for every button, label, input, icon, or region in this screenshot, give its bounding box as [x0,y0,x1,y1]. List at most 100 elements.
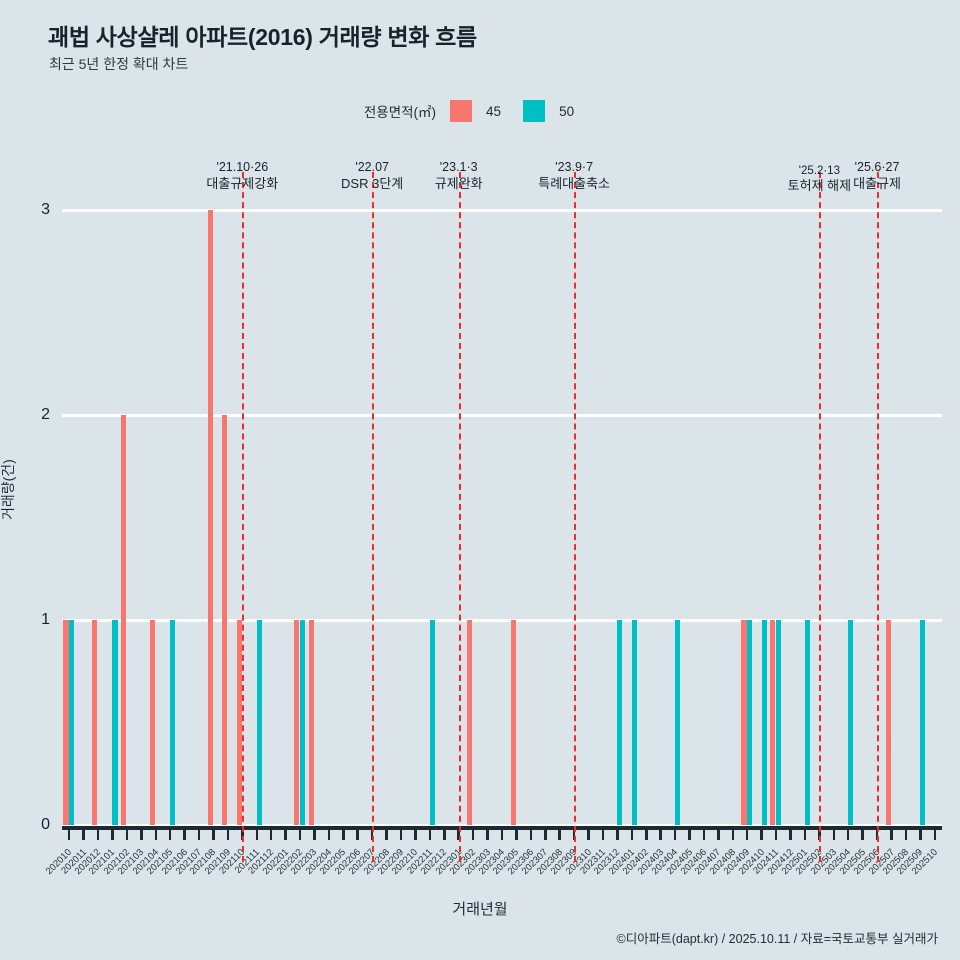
event-annotation: '25.6·27 대출규제 [853,160,901,193]
legend-swatch-50 [523,100,546,122]
x-tick [904,826,908,840]
bar[interactable] [69,620,75,825]
bar[interactable] [747,620,753,825]
x-tick [327,826,331,840]
bar[interactable] [510,620,516,825]
event-annotation-date: '22.07 [355,160,389,174]
x-tick [168,826,172,840]
bar[interactable] [300,620,306,825]
event-annotation: '23.1·3 규제완화 [435,160,483,193]
x-tick [414,826,417,840]
x-tick [486,826,489,840]
bar[interactable] [207,210,213,825]
x-tick [428,826,432,840]
event-annotation-date: '23.9·7 [555,160,594,174]
bar[interactable] [467,620,473,825]
x-tick [82,826,85,840]
bar[interactable] [770,620,776,825]
gridline-3 [62,208,942,212]
x-tick [731,826,735,840]
y-axis-title: 거래량(건) [0,459,16,520]
event-annotation-date: '25.2·13 [798,165,840,177]
bar[interactable] [63,620,69,825]
gridline-1 [62,618,942,622]
event-annotation-date: '21.10·26 [216,160,269,174]
event-annotation-date: '23.1·3 [439,160,478,174]
bar[interactable] [920,620,926,825]
x-tick [616,826,619,840]
x-tick [745,826,749,840]
event-marker-line [458,172,461,862]
x-tick [96,826,100,840]
bar[interactable] [804,620,811,825]
bar[interactable] [112,620,118,825]
x-tick [933,826,937,840]
bar[interactable] [236,620,242,825]
legend-swatch-45 [450,100,473,122]
x-tick [443,826,446,840]
legend-label-50: 50 [559,103,575,119]
x-tick [789,826,792,840]
x-tick [601,826,605,840]
x-tick [919,826,922,840]
bar[interactable] [885,620,891,825]
x-tick [500,826,504,840]
bar[interactable] [294,620,300,825]
bar[interactable] [617,620,623,825]
x-tick [67,826,71,840]
chart-legend: 전용면적(㎡) 45 50 [0,100,960,122]
bar[interactable] [121,415,127,825]
x-tick [298,826,302,840]
event-annotation: '25.2·13 토허제 해제 [788,164,851,195]
bar[interactable] [741,620,747,825]
x-tick [313,826,316,840]
x-tick [241,826,244,840]
x-tick [774,826,778,840]
bar[interactable] [256,620,262,825]
bar[interactable] [429,620,435,825]
event-annotation-text: 특례대출축소 [538,175,611,191]
x-tick [890,826,893,840]
bar[interactable] [631,620,637,825]
x-tick [284,826,287,840]
bar[interactable] [150,620,156,825]
x-tick [269,826,273,840]
x-tick [702,826,706,840]
bar[interactable] [170,620,176,825]
event-annotation-date: '25.6·27 [854,160,900,174]
x-tick [803,826,807,840]
bar[interactable] [776,620,782,825]
x-tick [111,826,114,840]
y-tick-label-0: 0 [41,816,50,833]
x-tick [212,826,215,840]
event-marker-line [242,172,245,862]
legend-item-50[interactable]: 50 [523,100,574,122]
bar[interactable] [761,620,767,825]
x-tick [587,826,590,840]
legend-item-45[interactable]: 45 [450,100,501,122]
y-tick-label-2: 2 [41,406,50,423]
x-axis-title: 거래년월 [452,901,508,918]
x-tick [688,826,691,840]
y-axis-tick-labels: 0 1 2 3 [0,201,62,833]
x-tick [846,826,850,840]
bar[interactable] [675,620,681,825]
x-tick [832,826,836,840]
x-tick [558,826,561,840]
bar[interactable] [92,620,98,825]
event-marker-line [574,172,577,862]
gridline-2 [62,413,942,417]
event-marker-line [819,172,822,862]
y-tick-label-3: 3 [41,201,50,218]
event-annotation-text: DSR 3단계 [341,175,404,191]
x-tick [630,826,634,840]
bar[interactable] [308,620,314,825]
x-tick [183,826,186,840]
bar[interactable] [848,620,854,825]
y-tick-label-1: 1 [41,611,50,628]
x-tick [760,826,763,840]
event-annotation-text: 대출규제 [853,175,901,191]
legend-title: 전용면적(㎡) [363,105,437,120]
bar[interactable] [222,415,228,825]
